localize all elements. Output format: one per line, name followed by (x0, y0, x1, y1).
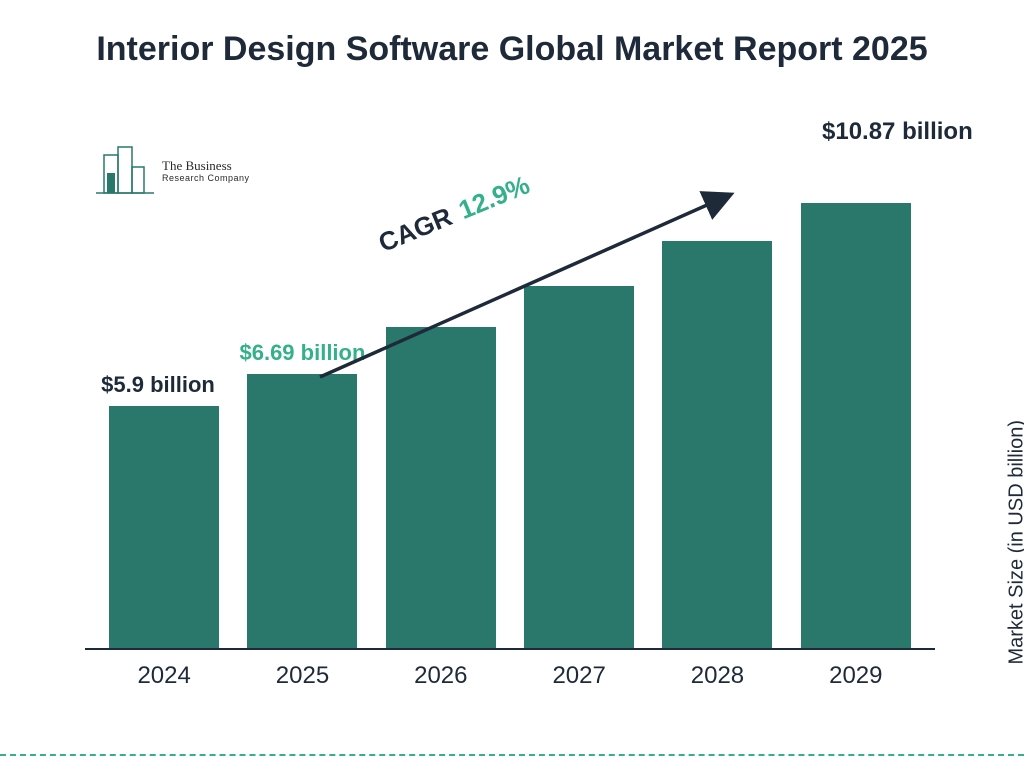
bars-container: $5.9 billion$6.69 billion (85, 168, 935, 648)
bar-chart: $5.9 billion$6.69 billion 20242025202620… (85, 130, 935, 690)
value-label-second: $6.69 billion (239, 340, 379, 366)
bar-wrap: $6.69 billion (247, 374, 357, 648)
x-axis-label: 2024 (109, 654, 219, 690)
bottom-dashed-line (0, 754, 1024, 756)
chart-title: Interior Design Software Global Market R… (0, 0, 1024, 71)
bar (247, 374, 357, 648)
x-axis-labels: 2024 2025 2026 2027 2028 2029 (85, 654, 935, 690)
bar (524, 286, 634, 648)
bar-wrap (801, 203, 911, 648)
bar-wrap (524, 286, 634, 648)
x-axis-label: 2026 (386, 654, 496, 690)
bar (109, 406, 219, 648)
bar-wrap (386, 327, 496, 648)
x-axis-label: 2027 (524, 654, 634, 690)
bar (386, 327, 496, 648)
x-axis-label: 2025 (247, 654, 357, 690)
value-label-last: $10.87 billion (822, 118, 973, 146)
value-label-first: $5.9 billion (101, 372, 241, 398)
x-axis-line (85, 648, 935, 650)
bar-wrap (662, 241, 772, 648)
bar-wrap: $5.9 billion (109, 406, 219, 648)
bar (801, 203, 911, 648)
x-axis-label: 2029 (801, 654, 911, 690)
x-axis-label: 2028 (662, 654, 772, 690)
y-axis-label: Market Size (in USD billion) (1006, 420, 1024, 665)
bar (662, 241, 772, 648)
